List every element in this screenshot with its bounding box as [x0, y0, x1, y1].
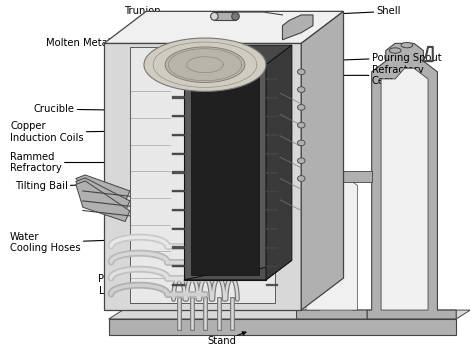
Text: Tilting Bail: Tilting Bail [15, 181, 166, 191]
Polygon shape [367, 43, 456, 319]
Circle shape [298, 87, 305, 92]
Circle shape [298, 176, 305, 181]
Polygon shape [184, 260, 292, 280]
Circle shape [298, 158, 305, 164]
Polygon shape [381, 68, 428, 310]
Polygon shape [165, 47, 245, 82]
Text: Pouring Spout: Pouring Spout [315, 52, 441, 62]
Ellipse shape [211, 12, 218, 20]
Polygon shape [184, 65, 266, 280]
Circle shape [298, 105, 305, 110]
Text: Crucible: Crucible [33, 104, 171, 114]
Text: Copper
Induction Coils: Copper Induction Coils [10, 121, 166, 143]
Ellipse shape [232, 12, 239, 20]
Polygon shape [104, 11, 343, 43]
Text: Rammed
Refractory: Rammed Refractory [10, 152, 138, 173]
Circle shape [298, 69, 305, 75]
Polygon shape [301, 11, 343, 310]
Polygon shape [104, 43, 301, 310]
Text: Shell: Shell [333, 6, 401, 16]
Polygon shape [109, 310, 471, 319]
Bar [214, 12, 236, 20]
Text: Refractory
Cement: Refractory Cement [319, 65, 423, 86]
Text: Water
Cooling Hoses: Water Cooling Hoses [10, 232, 142, 253]
Text: Molten Metal: Molten Metal [47, 38, 201, 49]
Circle shape [298, 140, 305, 146]
Polygon shape [184, 45, 292, 65]
Text: Stand: Stand [207, 332, 246, 346]
Text: Power
Leads: Power Leads [98, 269, 180, 296]
Polygon shape [130, 47, 276, 303]
Polygon shape [76, 178, 130, 212]
Polygon shape [76, 181, 130, 222]
Ellipse shape [401, 42, 413, 48]
Ellipse shape [390, 48, 401, 53]
Polygon shape [306, 178, 357, 310]
Text: Trunion: Trunion [124, 6, 225, 16]
Polygon shape [144, 38, 266, 91]
Polygon shape [297, 171, 367, 319]
Polygon shape [266, 45, 292, 280]
Polygon shape [76, 175, 130, 202]
Polygon shape [283, 15, 313, 40]
Polygon shape [191, 66, 259, 275]
Circle shape [298, 122, 305, 128]
Polygon shape [320, 171, 372, 182]
Polygon shape [109, 319, 456, 335]
